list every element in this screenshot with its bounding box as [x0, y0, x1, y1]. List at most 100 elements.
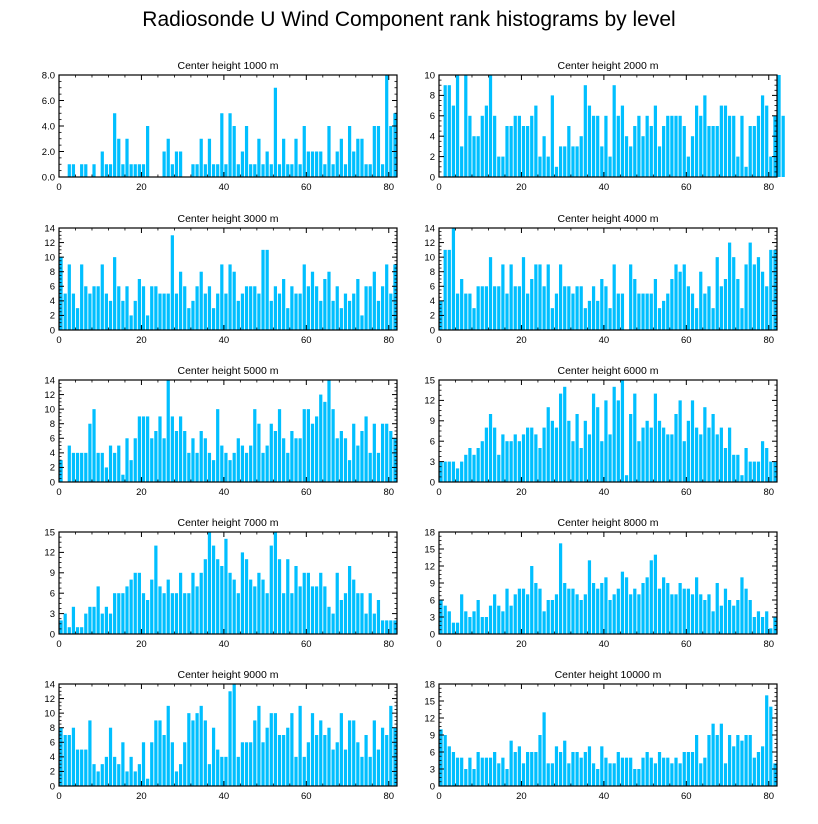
- histogram-bar: [331, 613, 335, 634]
- histogram-bar: [343, 749, 348, 786]
- histogram-bar: [633, 588, 637, 634]
- histogram-bar: [769, 706, 773, 786]
- histogram-bar: [162, 438, 166, 482]
- histogram-bar: [744, 448, 748, 482]
- histogram-bar: [645, 293, 649, 330]
- histogram-bar: [166, 380, 170, 482]
- histogram-bar: [183, 742, 187, 786]
- y-tick-label: 2: [50, 311, 55, 322]
- histogram-bar: [339, 600, 343, 634]
- histogram-bar: [657, 588, 662, 634]
- histogram-bar: [372, 613, 376, 634]
- panel-title: Center height 3000 m: [178, 213, 279, 225]
- histogram-bar: [290, 431, 294, 482]
- histogram-bar: [261, 249, 265, 330]
- histogram-bar: [563, 286, 567, 330]
- histogram-bar: [228, 572, 232, 634]
- histogram-bar: [310, 586, 315, 634]
- histogram-bar: [542, 286, 546, 330]
- histogram-bar: [249, 164, 253, 177]
- histogram-bar: [690, 400, 695, 482]
- histogram-bar: [249, 579, 253, 634]
- panel-3: Center height 3000 m 0 2 4 6 8 10 12 14 0 20 40 60 80: [44, 213, 398, 346]
- histogram-bar: [108, 727, 113, 786]
- plot-frame: [58, 74, 398, 178]
- histogram-bar: [137, 416, 141, 482]
- x-tick-label: 60: [301, 182, 312, 193]
- histogram-bar: [616, 400, 620, 482]
- histogram-bar: [240, 151, 245, 177]
- x-tick-label: 80: [763, 791, 774, 802]
- histogram-bar: [385, 264, 389, 330]
- histogram-bar: [740, 115, 744, 177]
- histogram-bar: [443, 249, 447, 330]
- histogram-bar: [575, 752, 579, 786]
- histogram-bar: [727, 115, 732, 177]
- histogram-bar: [141, 742, 146, 786]
- histogram-bar: [604, 115, 608, 177]
- histogram-bar: [129, 756, 133, 786]
- panel-1: Center height 1000 m 0.0 2.0 4.0 6.0 8.0 0 20 40…: [42, 60, 398, 193]
- histogram-bar: [752, 757, 756, 786]
- histogram-bar: [517, 115, 521, 177]
- y-tick-label: 4: [50, 296, 55, 307]
- histogram-bar: [781, 115, 785, 177]
- panel-title: Center height 7000 m: [178, 517, 279, 529]
- histogram-bar: [199, 572, 203, 634]
- histogram-bar: [612, 594, 616, 634]
- histogram-bar: [253, 286, 257, 330]
- histogram-bar: [480, 441, 484, 482]
- histogram-bar: [146, 778, 150, 786]
- histogram-bar: [682, 588, 686, 634]
- histogram-bar: [501, 156, 505, 177]
- histogram-bar: [534, 105, 538, 177]
- histogram-bar: [376, 600, 381, 634]
- histogram-bar: [154, 431, 158, 482]
- histogram-bar: [228, 691, 232, 786]
- histogram-bar: [571, 293, 575, 330]
- histogram-bar: [298, 438, 302, 482]
- y-tick-label: 0: [430, 477, 435, 488]
- histogram-bar: [178, 151, 183, 177]
- x-tick-label: 40: [219, 335, 230, 346]
- histogram-bar: [277, 164, 282, 177]
- histogram-bar: [476, 448, 480, 482]
- histogram-bar: [96, 452, 100, 482]
- histogram-bar: [608, 434, 612, 482]
- y-tick-label: 10: [424, 252, 435, 263]
- histogram-bar: [653, 763, 658, 786]
- histogram-bar: [220, 566, 224, 634]
- histogram-bar: [662, 757, 666, 786]
- histogram-bar: [484, 757, 489, 786]
- histogram-bar: [154, 720, 158, 786]
- histogram-bar: [472, 136, 476, 177]
- histogram-bar: [220, 264, 224, 330]
- histogram-bar: [315, 286, 319, 330]
- histogram-bar: [84, 286, 88, 330]
- histogram-bar: [228, 460, 232, 482]
- histogram-bar: [216, 409, 220, 482]
- histogram-bar: [347, 460, 352, 482]
- histogram-bar: [88, 720, 92, 786]
- y-tick-label: 0: [430, 629, 435, 640]
- histogram-bar: [447, 746, 451, 786]
- histogram-bar: [583, 594, 587, 634]
- histogram-bar: [244, 742, 249, 786]
- histogram-bar: [760, 746, 765, 786]
- x-tick-label: 60: [301, 335, 312, 346]
- histogram-bar: [468, 757, 472, 786]
- histogram-bar: [760, 441, 765, 482]
- histogram-bar: [620, 757, 625, 786]
- histogram-bar: [608, 308, 612, 330]
- histogram-bar: [711, 414, 715, 482]
- histogram-bar: [616, 293, 620, 330]
- histogram-bar: [670, 434, 674, 482]
- histogram-bar: [166, 579, 170, 634]
- histogram-bar: [178, 572, 183, 634]
- histogram-bar: [216, 749, 220, 786]
- histogram-bar: [587, 560, 592, 634]
- histogram-bar: [244, 286, 249, 330]
- histogram-bar: [612, 85, 616, 177]
- histogram-bar: [104, 293, 109, 330]
- histogram-bar: [480, 115, 484, 177]
